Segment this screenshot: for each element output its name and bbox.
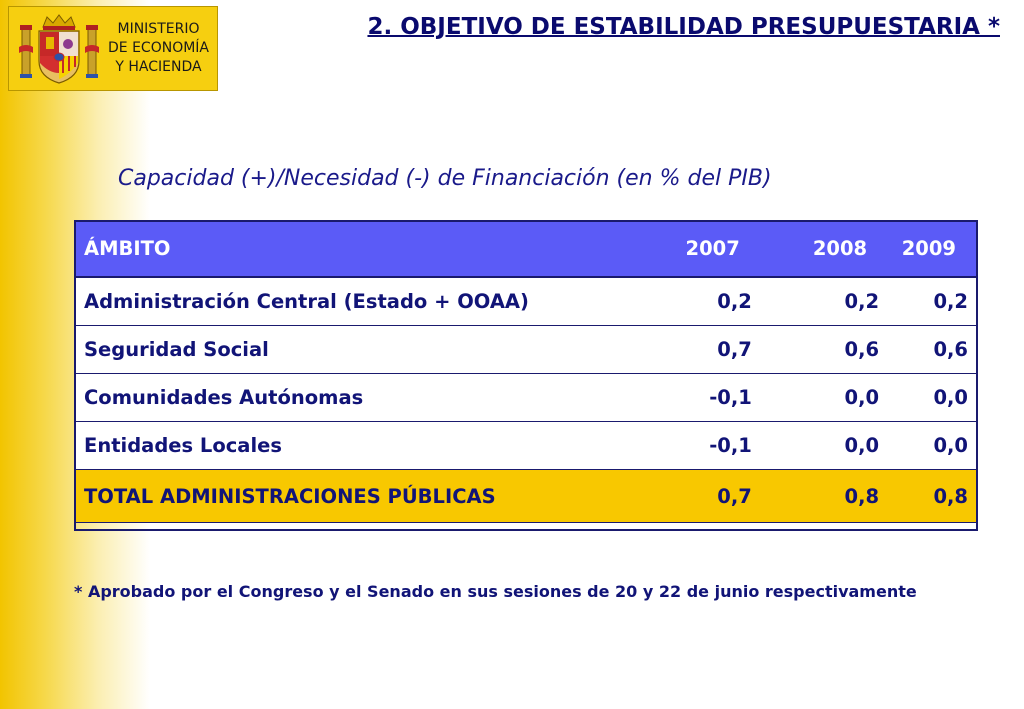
table-row: Comunidades Autónomas -0,1 0,0 0,0 — [74, 373, 978, 422]
row-value-2007: 0,2 — [615, 277, 762, 326]
header-2007: 2007 — [615, 220, 762, 278]
total-value-2007: 0,7 — [615, 469, 762, 523]
row-value-2007: -0,1 — [615, 421, 762, 470]
table-row: Administración Central (Estado + OOAA) 0… — [74, 277, 978, 326]
ministry-logo: MINISTERIO DE ECONOMÍA Y HACIENDA — [8, 6, 218, 91]
row-value-2007: 0,7 — [615, 325, 762, 374]
footnote: * Aprobado por el Congreso y el Senado e… — [74, 582, 917, 601]
header-2009: 2009 — [889, 220, 978, 278]
row-value-2008: 0,2 — [761, 277, 890, 326]
total-label: TOTAL ADMINISTRACIONES PÚBLICAS — [74, 469, 616, 523]
row-value-2007: -0,1 — [615, 373, 762, 422]
ministry-name: MINISTERIO DE ECONOMÍA Y HACIENDA — [101, 20, 216, 77]
row-label: Administración Central (Estado + OOAA) — [74, 277, 616, 326]
total-value-2008: 0,8 — [761, 469, 890, 523]
row-value-2009: 0,0 — [889, 421, 978, 470]
table-subtitle: Capacidad (+)/Necesidad (-) de Financiac… — [118, 166, 772, 191]
coat-of-arms-icon — [19, 14, 99, 84]
table-row: Seguridad Social 0,7 0,6 0,6 — [74, 325, 978, 374]
row-value-2008: 0,0 — [761, 421, 890, 470]
ministry-name-line-3: Y HACIENDA — [115, 59, 202, 75]
row-label: Entidades Locales — [74, 421, 616, 470]
header-2008: 2008 — [761, 220, 890, 278]
row-value-2008: 0,6 — [761, 325, 890, 374]
row-label: Comunidades Autónomas — [74, 373, 616, 422]
budget-table: ÁMBITO 2007 2008 2009 Administración Cen… — [74, 220, 978, 523]
table-total-row: TOTAL ADMINISTRACIONES PÚBLICAS 0,7 0,8 … — [74, 469, 978, 523]
ministry-name-line-2: DE ECONOMÍA — [108, 40, 209, 56]
row-label: Seguridad Social — [74, 325, 616, 374]
page-title: 2. OBJETIVO DE ESTABILIDAD PRESUPUESTARI… — [367, 14, 1000, 40]
row-value-2009: 0,0 — [889, 373, 978, 422]
total-value-2009: 0,8 — [889, 469, 978, 523]
row-value-2009: 0,2 — [889, 277, 978, 326]
ministry-name-line-1: MINISTERIO — [117, 21, 200, 37]
table-row: Entidades Locales -0,1 0,0 0,0 — [74, 421, 978, 470]
header-ambito: ÁMBITO — [74, 220, 616, 278]
row-value-2009: 0,6 — [889, 325, 978, 374]
table-header-row: ÁMBITO 2007 2008 2009 — [74, 220, 978, 278]
row-value-2008: 0,0 — [761, 373, 890, 422]
